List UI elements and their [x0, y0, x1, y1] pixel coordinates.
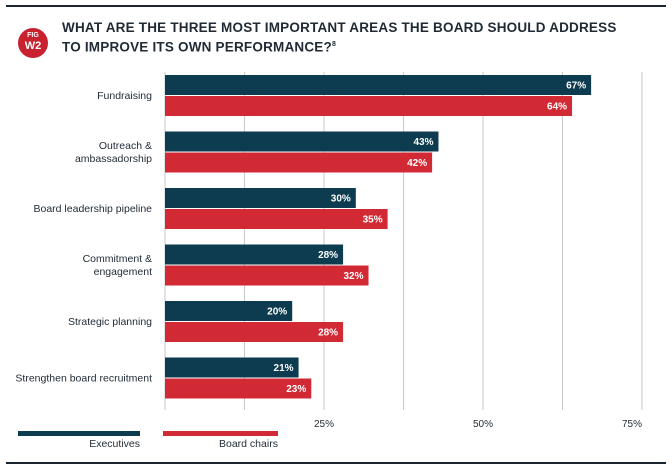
category-label: Strategic planning [68, 316, 152, 328]
bar-executives [165, 357, 299, 378]
bar-board-chairs [165, 378, 312, 399]
category-label: Outreach & ambassadorship [75, 140, 152, 165]
data-label: 23% [286, 384, 306, 395]
bar-board-chairs [165, 322, 344, 342]
legend-swatch-board-chairs [163, 431, 278, 436]
chart-title-footnote: 8 [331, 41, 337, 48]
bar-executives [165, 131, 439, 152]
data-label: 64% [547, 102, 567, 113]
data-label: 28% [318, 328, 338, 339]
data-label: 20% [267, 307, 287, 318]
bottom-rule [6, 462, 666, 464]
x-tick-label: 75% [622, 419, 642, 430]
category-label: Commitment & engagement [83, 253, 153, 278]
chart-title-line1: WHAT ARE THE THREE MOST IMPORTANT AREAS … [62, 20, 617, 35]
chart-title-line2: TO IMPROVE ITS OWN PERFORMANCE? [62, 39, 332, 55]
bar-executives [165, 75, 592, 95]
category-label: Fundraising [97, 90, 152, 102]
data-label: 32% [344, 271, 364, 282]
x-tick-label: 50% [473, 419, 493, 430]
chart-title: WHAT ARE THE THREE MOST IMPORTANT AREAS … [62, 19, 622, 56]
bar-board-chairs [165, 152, 433, 173]
data-label: 42% [407, 158, 427, 169]
figure-badge-prefix: FIG [27, 32, 39, 39]
legend-swatch-executives [18, 431, 140, 436]
bar-executives [165, 244, 344, 265]
bar-executives [165, 188, 356, 208]
bar-executives [165, 301, 293, 321]
bar-board-chairs [165, 265, 369, 286]
top-rule [6, 5, 666, 7]
data-label: 43% [413, 137, 433, 148]
data-label: 30% [331, 194, 351, 205]
x-tick-label: 25% [314, 419, 334, 430]
data-label: 21% [274, 363, 294, 374]
figure-badge: FIG W2 [18, 28, 48, 58]
legend-label-executives: Executives [89, 438, 140, 450]
legend-label-board-chairs: Board chairs [219, 438, 278, 450]
category-label: Board leadership pipeline [34, 203, 153, 215]
figure-badge-number: W2 [24, 40, 42, 52]
category-label: Strengthen board recruitment [15, 373, 152, 385]
data-label: 67% [566, 81, 586, 92]
data-label: 35% [363, 215, 383, 226]
bar-board-chairs [165, 209, 388, 229]
data-label: 28% [318, 250, 338, 261]
bar-board-chairs [165, 96, 573, 116]
